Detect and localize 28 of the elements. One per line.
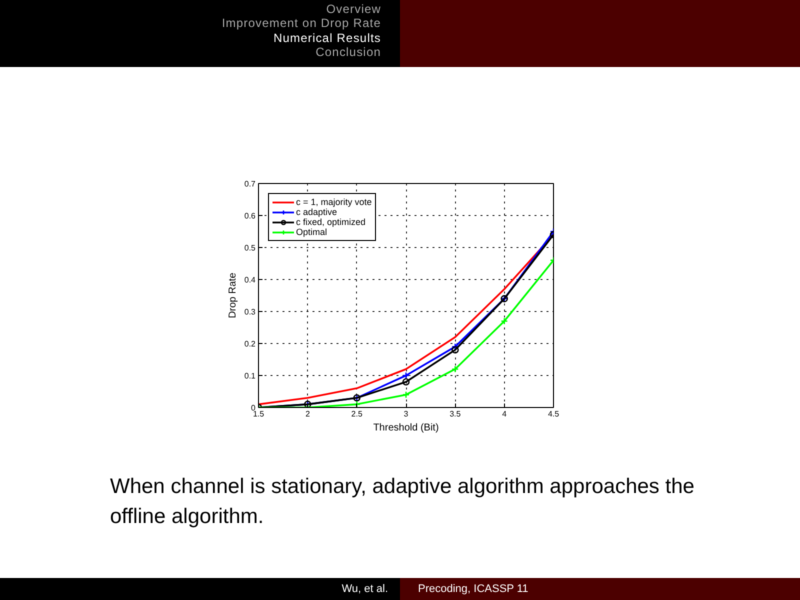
text: When channel is stationary, adaptive algorithm approaches the offline algorithm. — [110, 474, 696, 530]
x-tick-label: 1.5 — [252, 410, 265, 418]
text: Numerical Results — [273, 31, 381, 45]
y-axis-title: Drop Rate — [227, 272, 238, 318]
x-tick-label: 3 — [404, 410, 409, 418]
legend-label: c fixed, optimized — [296, 217, 366, 227]
text: Overview — [326, 2, 381, 16]
y-tick-label: 0.3 — [244, 308, 256, 316]
x-tick-label: 4.5 — [548, 410, 560, 418]
y-tick-label: 0.1 — [244, 372, 256, 380]
y-tick-label: 0.4 — [244, 276, 256, 284]
y-tick-label: 0.5 — [244, 244, 256, 252]
y-tick-label: 0.2 — [244, 340, 256, 348]
text: Improvement on Drop Rate — [222, 16, 381, 30]
x-tick-label: 2 — [305, 410, 310, 418]
x-tick-label: 2.5 — [351, 410, 363, 418]
y-tick-label: 0 — [251, 404, 256, 412]
text: Wu, et al. — [342, 582, 388, 597]
legend-label: c = 1, majority vote — [296, 197, 372, 207]
legend-label: c adaptive — [296, 207, 338, 217]
x-tick-label: 3.5 — [450, 410, 462, 418]
text: Precoding, ICASSP 11 — [418, 582, 528, 597]
text: Conclusion — [316, 45, 381, 59]
legend-label: Optimal — [296, 227, 328, 237]
x-tick-label: 4 — [502, 410, 508, 418]
y-tick-label: 0.6 — [244, 212, 256, 220]
y-tick-label: 0.7 — [244, 180, 256, 188]
x-axis-title: Threshold (Bit) — [373, 422, 439, 434]
